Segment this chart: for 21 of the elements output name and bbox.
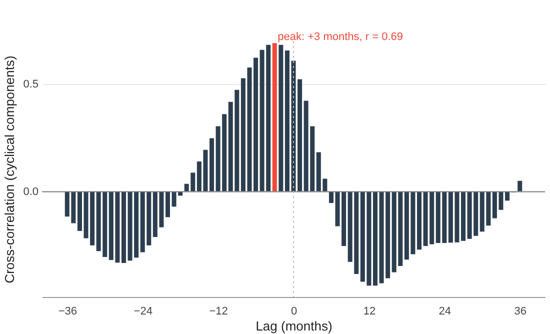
- x-tick-label: −36: [58, 306, 77, 318]
- x-tick-label: 0: [290, 306, 298, 318]
- bar: [272, 43, 277, 192]
- x-tick-label: 24: [438, 306, 452, 318]
- y-axis-title: Cross-correlation (cyclical components): [2, 56, 18, 284]
- bar: [210, 138, 214, 192]
- bar: [416, 192, 422, 250]
- y-tick-label: 0.0: [23, 186, 38, 198]
- y-tick-label: 0.5: [23, 78, 38, 91]
- x-axis-title: Lag (months): [256, 318, 332, 334]
- bar: [121, 192, 126, 264]
- bar: [278, 44, 284, 192]
- x-tick-label: 12: [363, 306, 376, 318]
- x-tick-label: −12: [209, 306, 228, 318]
- bar: [461, 192, 466, 241]
- x-tick-label: −24: [134, 306, 152, 318]
- x-tick-label: 36: [514, 306, 526, 318]
- bar: [372, 192, 378, 286]
- bar: [518, 180, 522, 192]
- bar: [165, 192, 170, 218]
- annotation: peak: +3 months, r = 0.69: [278, 31, 403, 44]
